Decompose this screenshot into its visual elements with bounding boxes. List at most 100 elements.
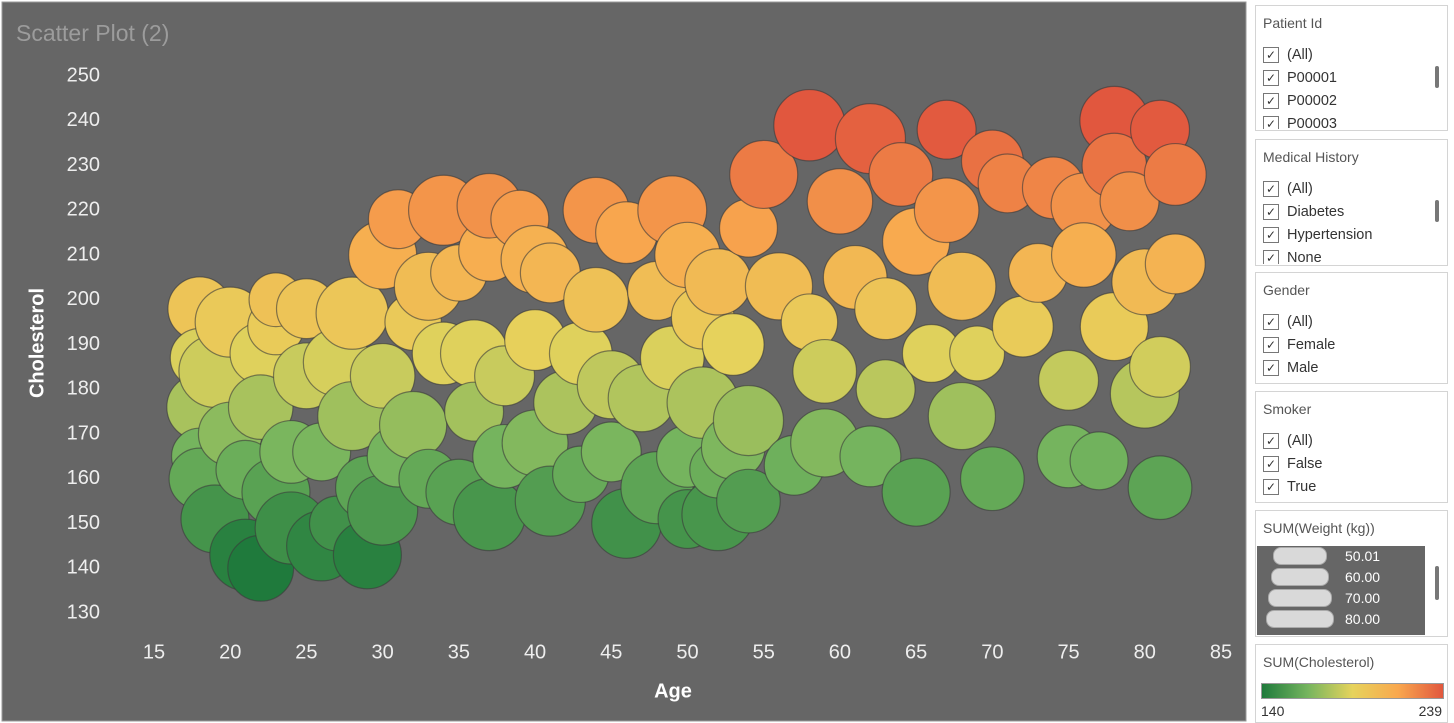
bubble: [1129, 335, 1192, 398]
size-legend-area: 50.01 60.00 70.00 80.00: [1257, 546, 1425, 635]
x-tick-label: 85: [1210, 641, 1232, 663]
filter-list: ✓ (All) ✓ False ✓ True: [1256, 428, 1429, 501]
size-swatch: [1273, 547, 1327, 565]
y-tick-label: 140: [67, 557, 100, 579]
size-swatch: [1266, 610, 1334, 628]
legend-title: SUM(Cholesterol): [1263, 654, 1375, 670]
bubble: [881, 457, 951, 527]
checkbox[interactable]: ✓: [1263, 250, 1279, 264]
filter-item-label: P00003: [1287, 116, 1337, 129]
filter-item[interactable]: ✓ P00003: [1263, 114, 1337, 129]
x-tick-label: 65: [905, 641, 927, 663]
y-tick-label: 200: [67, 288, 100, 310]
checkbox[interactable]: ✓: [1263, 93, 1279, 109]
checkbox[interactable]: ✓: [1263, 227, 1279, 243]
bubble: [773, 88, 846, 162]
bubble: [701, 313, 765, 376]
x-tick-label: 30: [372, 641, 394, 663]
filter-item[interactable]: ✓ P00001: [1263, 68, 1337, 88]
bubble: [1069, 431, 1129, 491]
filter-item[interactable]: ✓ (All): [1263, 312, 1313, 332]
checkbox[interactable]: ✓: [1263, 314, 1279, 330]
checkbox[interactable]: ✓: [1263, 70, 1279, 86]
filter-item[interactable]: ✓ True: [1263, 477, 1316, 497]
bubble: [792, 338, 858, 404]
bubble: [927, 381, 997, 451]
checkbox[interactable]: ✓: [1263, 181, 1279, 197]
filter-item[interactable]: ✓ None: [1263, 248, 1322, 264]
checkbox[interactable]: ✓: [1263, 433, 1279, 449]
y-tick-label: 230: [67, 154, 100, 176]
x-tick-label: 15: [143, 641, 165, 663]
color-ramp: [1261, 683, 1444, 699]
marks: [166, 85, 1207, 602]
filter-item-label: False: [1287, 456, 1323, 472]
filter-item[interactable]: ✓ (All): [1263, 45, 1313, 65]
filter-item[interactable]: ✓ Female: [1263, 335, 1335, 355]
y-axis-title: Cholesterol: [26, 288, 48, 398]
x-tick-label: 40: [524, 641, 546, 663]
bubble: [949, 325, 1006, 382]
filter-item-label: Hypertension: [1287, 227, 1373, 243]
bubble: [916, 99, 977, 160]
x-tick-label: 20: [219, 641, 241, 663]
y-tick-label: 130: [67, 601, 100, 623]
size-legend: SUM(Weight (kg)) 50.01 60.00 70.00 80.00: [1255, 510, 1448, 637]
bubble: [729, 139, 799, 210]
filter-item[interactable]: ✓ (All): [1263, 431, 1313, 451]
size-label: 70.00: [1345, 590, 1381, 606]
bubble: [712, 384, 785, 457]
y-tick-label: 180: [67, 378, 100, 400]
filter-item[interactable]: ✓ Male: [1263, 358, 1318, 378]
filter-panel: Patient Id ✓ (All) ✓ P00001 ✓ P00002 ✓ P00003: [1255, 5, 1448, 131]
bubble: [1143, 142, 1207, 206]
checkbox[interactable]: ✓: [1263, 47, 1279, 63]
filter-item[interactable]: ✓ False: [1263, 454, 1322, 474]
filter-item-label: P00001: [1287, 70, 1337, 86]
filter-item-label: Male: [1287, 360, 1319, 376]
filter-list: ✓ (All) ✓ P00001 ✓ P00002 ✓ P00003: [1256, 42, 1429, 129]
filter-list: ✓ (All) ✓ Diabetes ✓ Hypertension ✓ None: [1256, 176, 1429, 264]
size-swatch: [1270, 568, 1330, 586]
color-min-label: 140: [1261, 703, 1285, 719]
x-tick-label: 55: [753, 641, 775, 663]
scrollbar[interactable]: [1435, 200, 1439, 222]
checkbox[interactable]: ✓: [1263, 479, 1279, 495]
filter-item[interactable]: ✓ P00002: [1263, 91, 1337, 111]
filter-title: Medical History: [1263, 149, 1359, 165]
filter-panel: Gender ✓ (All) ✓ Female ✓ Male: [1255, 272, 1448, 384]
bubble: [991, 295, 1054, 358]
checkbox[interactable]: ✓: [1263, 337, 1279, 353]
x-tick-label: 25: [295, 641, 317, 663]
checkbox[interactable]: ✓: [1263, 204, 1279, 220]
y-tick-label: 250: [67, 64, 100, 86]
checkbox[interactable]: ✓: [1263, 360, 1279, 376]
filter-item-label: None: [1287, 250, 1322, 264]
y-tick-label: 240: [67, 109, 100, 131]
filter-item-label: True: [1287, 479, 1317, 495]
bubble: [855, 359, 916, 420]
filter-item-label: (All): [1287, 314, 1313, 330]
x-tick-label: 70: [981, 641, 1003, 663]
bubble: [452, 477, 526, 552]
x-axis-title: Age: [654, 680, 692, 702]
filter-item-label: (All): [1287, 47, 1313, 63]
bubble: [913, 177, 980, 244]
filter-item[interactable]: ✓ (All): [1263, 179, 1313, 199]
x-tick-label: 75: [1057, 641, 1079, 663]
checkbox[interactable]: ✓: [1263, 456, 1279, 472]
size-label: 50.01: [1345, 548, 1381, 564]
scrollbar[interactable]: [1435, 66, 1439, 88]
filter-item[interactable]: ✓ Hypertension: [1263, 225, 1372, 245]
checkbox[interactable]: ✓: [1263, 116, 1279, 129]
x-tick-label: 80: [1134, 641, 1156, 663]
bubble: [684, 248, 752, 316]
filter-item[interactable]: ✓ Diabetes: [1263, 202, 1344, 222]
scrollbar[interactable]: [1435, 566, 1439, 600]
y-tick-label: 150: [67, 512, 100, 534]
size-swatch: [1268, 589, 1332, 607]
y-tick-label: 210: [67, 243, 100, 265]
bubble: [959, 446, 1025, 512]
size-label: 80.00: [1345, 611, 1381, 627]
